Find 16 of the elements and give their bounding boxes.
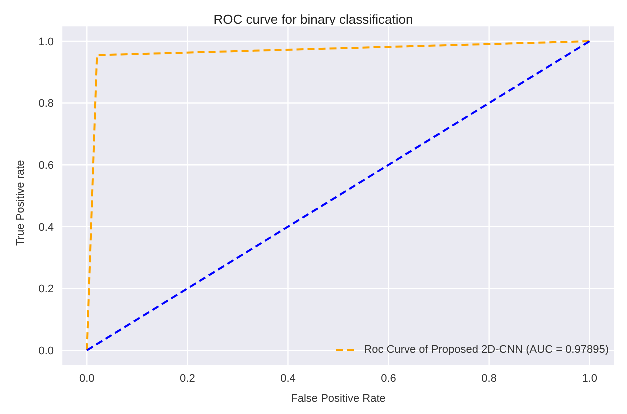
- x-tick-label: 0.4: [280, 372, 296, 385]
- legend-label: Roc Curve of Proposed 2D-CNN (AUC = 0.97895): [364, 344, 609, 356]
- y-tick-label: 0.2: [38, 284, 54, 296]
- x-tick-label: 0.8: [482, 372, 497, 385]
- x-tick-label: 0.0: [79, 372, 95, 385]
- x-tick-label: 0.2: [180, 372, 196, 385]
- y-tick-label: 0.4: [38, 222, 54, 234]
- y-tick-label: 0.6: [38, 160, 54, 172]
- x-tick-label: 1.0: [582, 372, 598, 385]
- y-tick-label: 0.8: [38, 98, 54, 110]
- x-axis-title: False Positive Rate: [291, 393, 386, 405]
- y-axis-title: True Positive rate: [14, 160, 27, 246]
- chart-title: ROC curve for binary classification: [212, 12, 414, 27]
- y-tick-label: 1.0: [38, 36, 54, 48]
- y-tick-label: 0.0: [38, 345, 54, 358]
- x-tick-label: 0.6: [381, 372, 396, 385]
